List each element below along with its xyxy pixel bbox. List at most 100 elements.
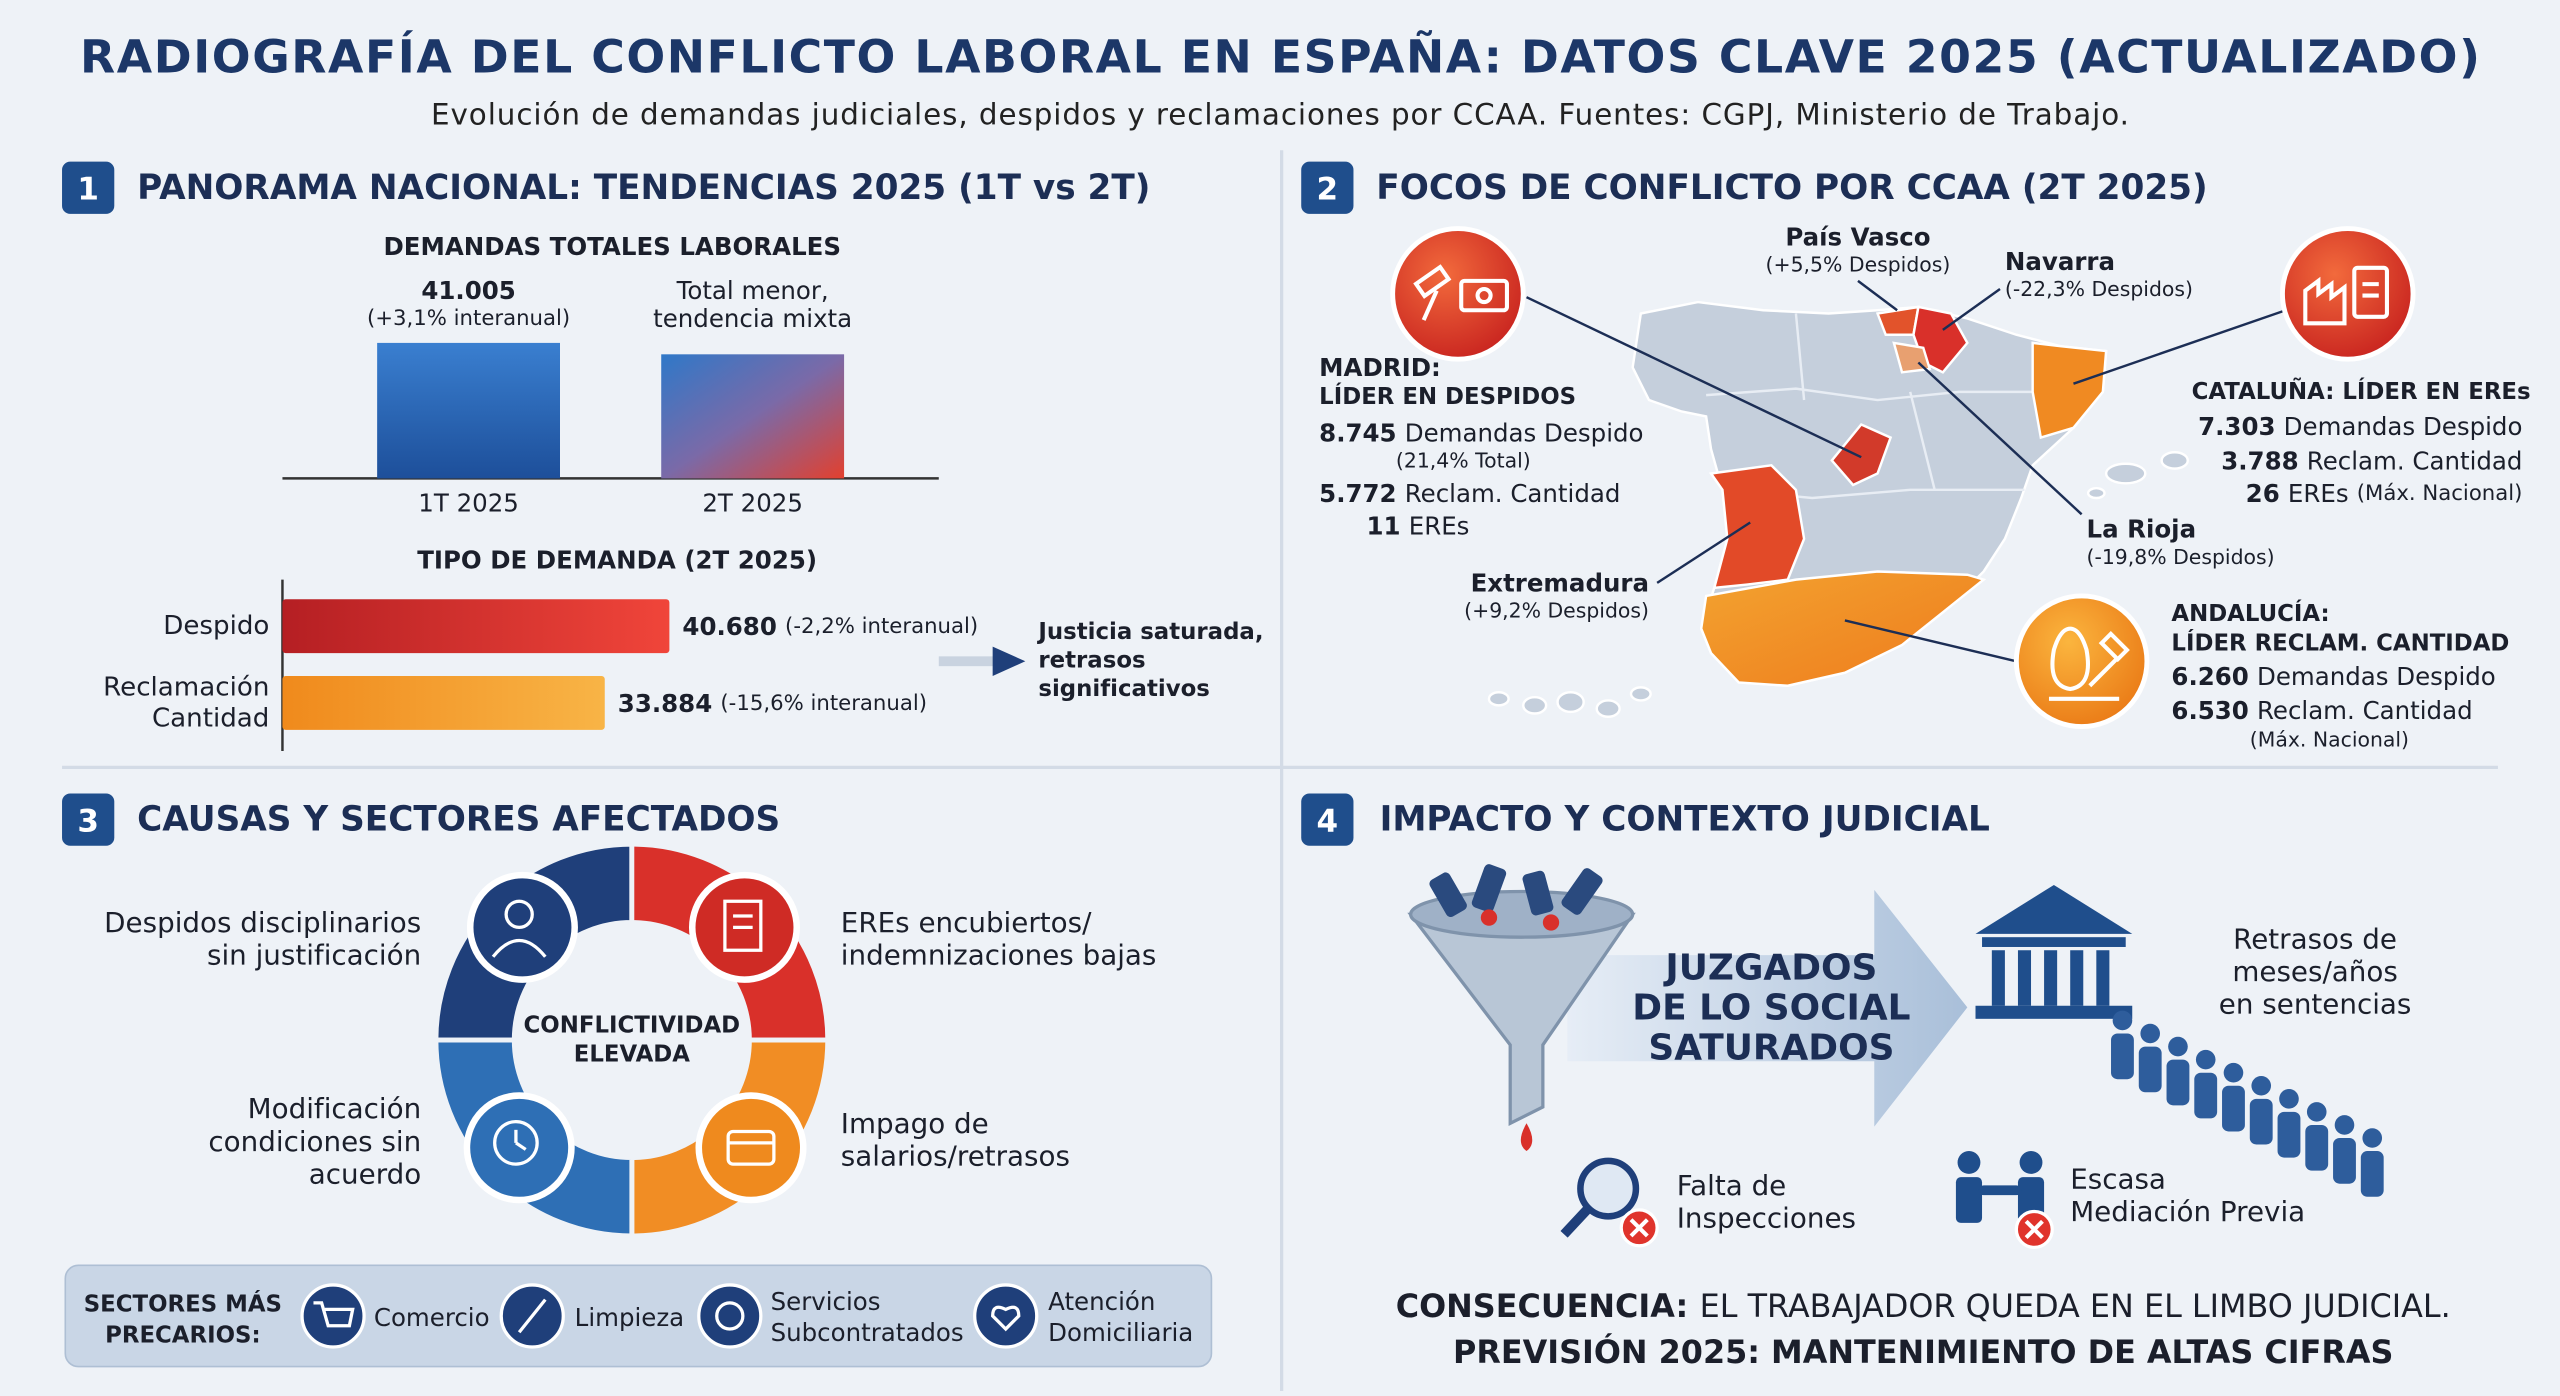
stat-value: 11 (1367, 511, 1401, 540)
sectors-label: PRECARIOS: (105, 1323, 260, 1349)
stat: 3.788 Reclam. Cantidad (2221, 446, 2522, 475)
cause-icons-part (491, 899, 776, 1166)
cause-icons-part-part (723, 899, 763, 952)
stat-value: 7.303 (2198, 412, 2275, 441)
leader-heading: MADRID: (1319, 353, 1441, 382)
sector-icons-part (697, 1283, 763, 1349)
section-badges-part (62, 161, 115, 214)
stat: (21,4% Total) (1396, 448, 1531, 472)
queue-person (2195, 1049, 2216, 1070)
courthouse-part (1991, 950, 2005, 1006)
sector-icons-part (973, 1283, 1039, 1349)
cause: condiciones sin (208, 1125, 421, 1158)
bottleneck-graphic (1407, 864, 1968, 1152)
cause: sin justificación (207, 939, 421, 972)
factor-icons-part-part (1957, 1151, 1981, 1174)
queue-person (2306, 1102, 2327, 1122)
section-number: 3 (77, 803, 99, 839)
stat: 8.745 Demandas Despido (1319, 418, 1643, 447)
courthouse-part (1982, 937, 2126, 947)
queue-person (2112, 1010, 2133, 1031)
section-number: 1 (77, 171, 99, 207)
stat-label: Reclam. Cantidad (1405, 479, 1621, 508)
stat-value: 6.260 (2171, 661, 2248, 690)
callout: retrasos (1038, 647, 1145, 673)
section-title: CAUSAS Y SECTORES AFECTADOS (137, 800, 780, 840)
queue-person (2166, 1059, 2190, 1106)
spain-map-part (1699, 570, 1987, 687)
cause-icons (463, 871, 807, 1204)
queue-person (2138, 1046, 2162, 1093)
cause-icons-part (695, 1092, 807, 1204)
spain-map-part-part (2086, 486, 2106, 500)
factor-icons (1560, 1151, 2054, 1250)
courthouse-part (2044, 950, 2058, 1006)
sector-icons-part (313, 1298, 1021, 1334)
delay-text: Retrasos de (2233, 922, 2397, 955)
map-connectors (1526, 279, 2287, 663)
cause: Impago de (841, 1107, 989, 1140)
stat-value: 6.530 (2171, 696, 2248, 725)
map-connectors-part (1656, 521, 1751, 584)
value-label: 40.680 (-2,2% interanual) (682, 612, 978, 641)
bottleneck-graphic-part-part (1561, 868, 1603, 915)
bottleneck-graphic-part (1480, 909, 1498, 926)
sector: Atención (1048, 1287, 1155, 1316)
stat-note: (Máx. Nacional) (2357, 481, 2523, 506)
value-note: (-2,2% interanual) (785, 614, 978, 639)
cause: indemnizaciones bajas (841, 939, 1157, 972)
cause-icons-part-part (491, 939, 547, 958)
stat-label: EREs (1409, 511, 1470, 540)
sector: Domiciliaria (1048, 1318, 1193, 1347)
section-title: IMPACTO Y CONTEXTO JUDICIAL (1380, 800, 1990, 840)
value-number: 33.884 (618, 688, 712, 717)
spain-map-part-part (2160, 451, 2189, 470)
callout: Justicia saturada, (1036, 619, 1263, 645)
factor-icons-part (1629, 1218, 1649, 1238)
section-badges-part (62, 793, 115, 846)
cause: Despidos disciplinarios (104, 906, 421, 939)
stat-note: (21,4% Total) (1396, 448, 1531, 472)
spain-map-part-part (1595, 699, 1621, 718)
stat: 26 EREs (Máx. Nacional) (2246, 479, 2523, 508)
map-icons-part-part (2050, 626, 2090, 692)
map-icons-part-part (1413, 264, 1452, 299)
spain-map-part-part (1487, 691, 1510, 707)
sector-icons-part-part (313, 1301, 355, 1328)
map-connectors-part (1942, 288, 2001, 331)
y-tick-label: Despido (163, 611, 269, 641)
cause: acuerdo (309, 1157, 421, 1190)
consequence-text: EL TRABAJADOR QUEDA EN EL LIMBO JUDICIAL… (1700, 1287, 2451, 1325)
section-number: 2 (1317, 171, 1339, 207)
cause-icons-part-part (504, 899, 534, 930)
factor-icons-part-part (1978, 1185, 2022, 1196)
queue-person (2111, 1033, 2134, 1080)
map-icons-part-part (2088, 658, 2118, 688)
spain-map-part-part (1629, 686, 1652, 702)
map-icons-part-part (1459, 278, 1509, 313)
stat-label: EREs (2288, 479, 2349, 508)
bottleneck-graphic-part-part (1429, 872, 1467, 918)
spain-map-part-part (1556, 691, 1585, 714)
bottleneck-text: JUZGADOS (1662, 948, 1877, 989)
bar-note: tendencia mixta (653, 304, 852, 333)
queue-person (2277, 1111, 2301, 1158)
bottleneck-graphic-part (1520, 1123, 1533, 1152)
bottleneck-text: DE LO SOCIAL (1632, 988, 1910, 1029)
map-icons-part (1390, 226, 1526, 362)
map-connectors-part (1917, 361, 2083, 516)
stat: 7.303 Demandas Despido (2198, 412, 2522, 441)
y-tick-label: Cantidad (152, 703, 269, 733)
sectors-label: SECTORES MÁS (84, 1290, 282, 1318)
stat: 6.260 Demandas Despido (2171, 661, 2495, 690)
leader-heading: LÍDER RECLAM. CANTIDAD (2171, 628, 2509, 656)
delay-text: en sentencias (2219, 988, 2412, 1021)
sector-icons-part-part (517, 1298, 547, 1334)
cause-icons-part (463, 1092, 575, 1204)
section-badges (62, 161, 1354, 846)
leader-heading: CATALUÑA: LÍDER EN EREs (2192, 377, 2531, 405)
region-change: (+5,5% Despidos) (1766, 253, 1951, 277)
stat-label: Demandas Despido (1405, 418, 1644, 447)
factor: Mediación Previa (2070, 1195, 2305, 1228)
